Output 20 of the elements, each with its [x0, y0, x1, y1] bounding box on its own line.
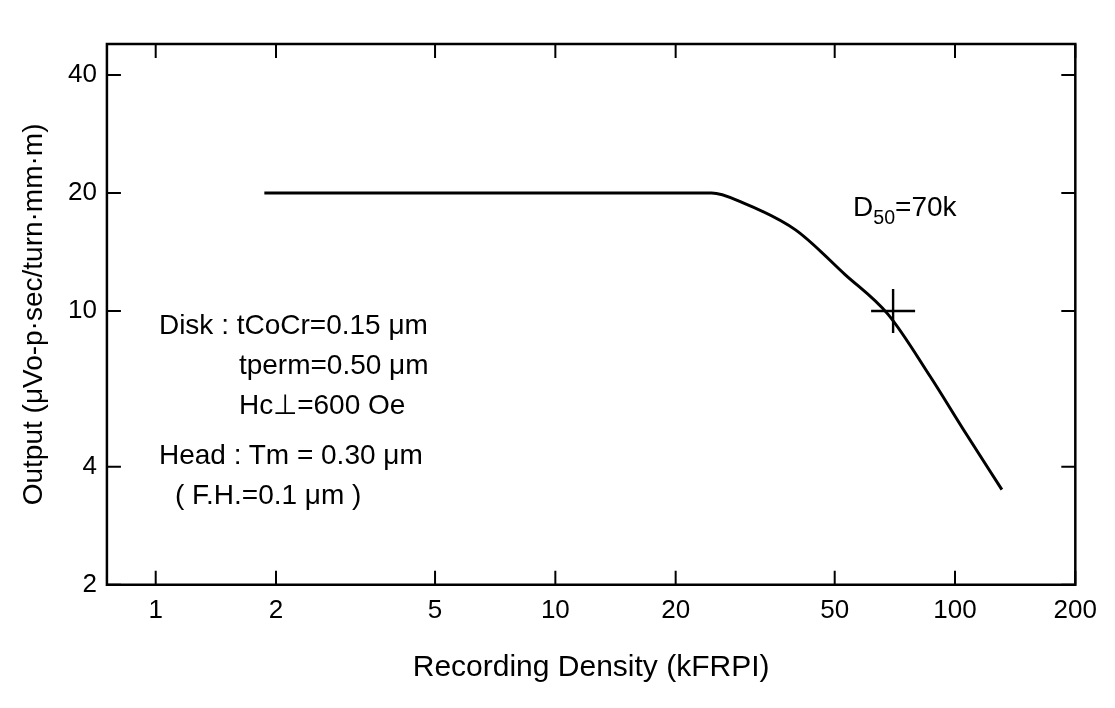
- x-tick-label: 2: [268, 593, 284, 624]
- x-tick-label: 20: [661, 593, 691, 624]
- y-tick-label: 4: [82, 450, 97, 481]
- x-tick-label: 1: [148, 593, 163, 624]
- y-tick-label: 20: [68, 176, 97, 207]
- x-tick-label: 200: [1053, 593, 1098, 624]
- x-tick-label: 50: [820, 593, 850, 624]
- x-tick-label: 100: [933, 593, 977, 624]
- x-tick-label: 5: [427, 593, 443, 624]
- annotation: Hc⊥=600 Oe: [238, 389, 406, 420]
- y-tick-label: 2: [82, 567, 97, 598]
- annotation: tperm=0.50 μm: [238, 349, 429, 380]
- y-tick-label: 10: [68, 294, 97, 325]
- y-axis-title: Output (μVo-p·sec/turn·mm·m): [17, 123, 48, 506]
- x-tick-label: 10: [540, 593, 570, 624]
- annotation: Head : Tm = 0.30 μm: [158, 439, 423, 470]
- y-tick-label: 40: [68, 58, 97, 89]
- annotation: ( F.H.=0.1 μm ): [174, 479, 362, 510]
- annotation: Disk : tCoCr=0.15 μm: [158, 309, 428, 340]
- x-axis-title: Recording Density (kFRPI): [412, 649, 770, 683]
